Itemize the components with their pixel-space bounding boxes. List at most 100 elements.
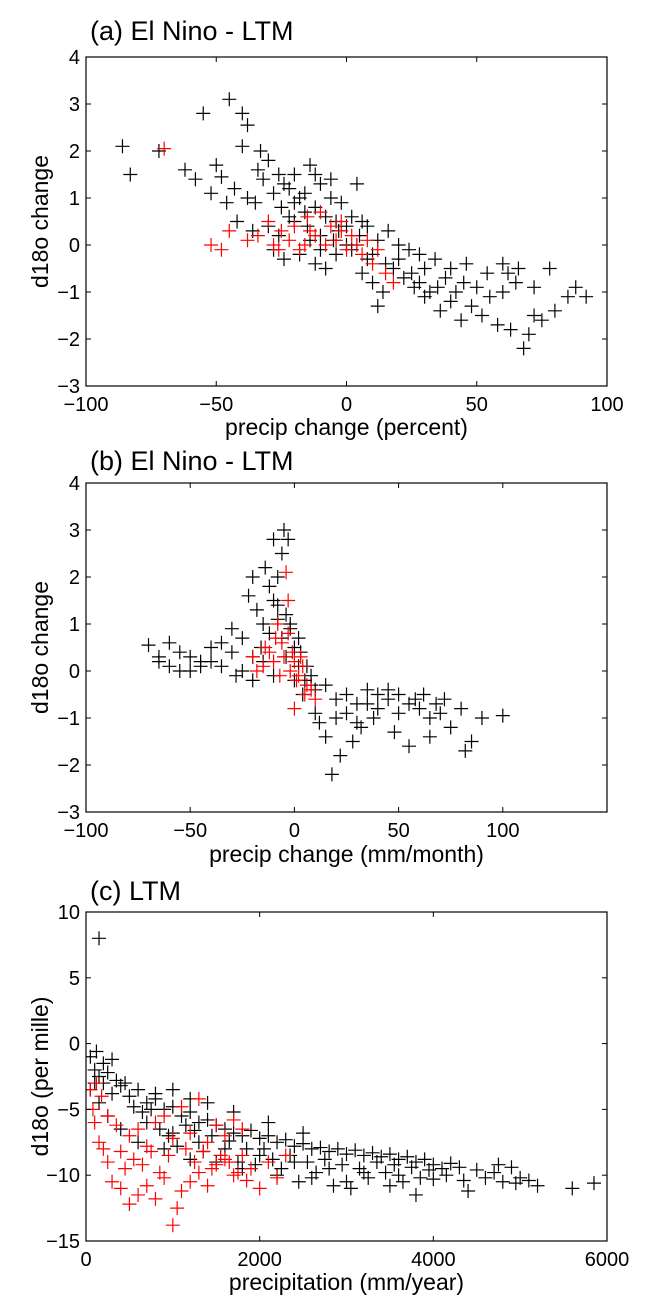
data-point	[217, 1128, 232, 1143]
data-point	[200, 1178, 215, 1193]
data-point	[172, 645, 187, 660]
data-point	[139, 1178, 154, 1193]
data-point	[511, 261, 526, 276]
data-point	[407, 280, 422, 295]
data-point	[490, 317, 505, 332]
data-point	[170, 1139, 185, 1154]
data-point	[412, 247, 427, 262]
data-point	[521, 327, 536, 342]
data-point	[245, 649, 260, 664]
data-point	[135, 1157, 150, 1172]
data-point	[278, 1148, 293, 1163]
data-point	[480, 266, 495, 281]
data-point	[370, 687, 385, 702]
data-point	[339, 242, 354, 257]
data-point	[443, 1156, 458, 1171]
data-point	[224, 621, 239, 636]
data-point	[165, 1131, 180, 1146]
y-tick-label: 2	[69, 141, 80, 163]
data-point	[378, 266, 393, 281]
data-point	[343, 1181, 358, 1196]
data-point	[226, 1112, 241, 1127]
data-point	[387, 725, 402, 740]
data-point	[413, 1170, 428, 1185]
data-point	[326, 1178, 341, 1193]
data-point	[456, 1173, 471, 1188]
data-point	[439, 1168, 454, 1183]
data-point	[200, 1095, 215, 1110]
data-point	[452, 1160, 467, 1175]
x-axis-label: precip change (percent)	[225, 414, 468, 440]
data-point	[240, 233, 255, 248]
x-tick-label: 0	[341, 394, 352, 416]
y-tick-label: 1	[69, 614, 80, 636]
data-point	[287, 195, 302, 210]
data-point	[443, 720, 458, 735]
data-point	[395, 1174, 410, 1189]
data-point	[366, 711, 381, 725]
y-tick-label: 0	[69, 661, 80, 683]
x-tick-label: −100	[63, 820, 108, 842]
data-point	[534, 313, 549, 328]
data-point	[183, 1174, 198, 1189]
data-point	[109, 1073, 124, 1088]
y-tick-label: −2	[57, 755, 80, 777]
data-point	[469, 1162, 484, 1177]
data-point	[308, 167, 323, 182]
y-tick-label: 3	[69, 520, 80, 542]
axes-frame	[85, 911, 608, 1242]
data-point	[281, 626, 296, 641]
data-point	[174, 1099, 189, 1114]
data-point	[422, 729, 437, 744]
data-point	[329, 233, 344, 248]
data-point	[131, 1082, 146, 1097]
data-point	[282, 233, 297, 248]
data-point	[295, 659, 310, 674]
data-point	[126, 1099, 141, 1114]
data-point	[94, 1089, 109, 1104]
data-point	[96, 1056, 111, 1071]
data-point	[352, 1161, 367, 1176]
data-point	[291, 1174, 306, 1189]
data-point	[100, 1065, 115, 1080]
data-point	[503, 322, 518, 337]
data-point	[123, 167, 138, 182]
data-point	[458, 743, 473, 758]
data-point	[304, 1141, 319, 1156]
data-point	[281, 593, 296, 608]
y-tick-label: 4	[69, 473, 80, 495]
data-point	[144, 1144, 159, 1159]
data-point	[248, 195, 263, 210]
data-point	[253, 144, 268, 158]
data-point	[527, 280, 542, 295]
data-point	[274, 200, 289, 215]
data-point	[283, 664, 298, 678]
panel-a: (a) El Nino - LTM −100 −50 0 50 100 −3 −2 −1 0 1 2 3…	[27, 16, 624, 440]
series-1	[157, 141, 401, 290]
data-point	[402, 242, 417, 257]
data-point	[443, 261, 458, 276]
data-point	[527, 308, 542, 323]
data-point	[122, 1128, 137, 1143]
data-point	[300, 1155, 315, 1170]
data-point	[461, 1183, 476, 1198]
data-point	[287, 1139, 302, 1154]
data-point	[188, 172, 203, 187]
data-point	[187, 1155, 202, 1170]
data-point	[391, 252, 406, 267]
data-point	[454, 313, 469, 328]
data-point	[355, 214, 370, 229]
data-point	[262, 579, 277, 594]
data-point	[433, 706, 448, 721]
data-point	[224, 645, 239, 660]
data-point	[165, 1218, 180, 1233]
data-point	[370, 242, 385, 257]
data-point	[464, 734, 479, 749]
data-point	[250, 228, 265, 243]
data-point	[177, 162, 192, 177]
data-point	[487, 1165, 502, 1180]
data-point	[200, 1135, 215, 1150]
data-point	[443, 294, 458, 309]
data-point	[349, 715, 364, 730]
